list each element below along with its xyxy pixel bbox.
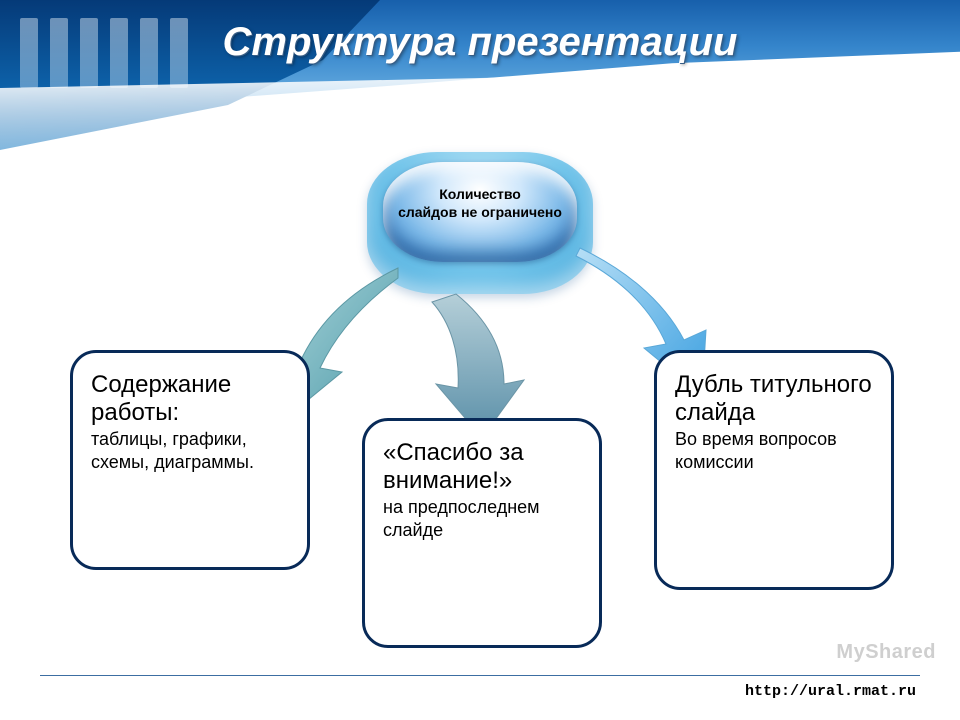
center-label-line2: слайдов не ограничено [398, 204, 562, 220]
box-middle-heading: «Спасибо за внимание!» [383, 439, 583, 494]
center-label-line1: Количество [439, 186, 521, 202]
box-middle-sub: на предпоследнем слайде [383, 496, 583, 541]
footer-rule [40, 675, 920, 676]
box-right-sub: Во время вопросов комиссии [675, 428, 875, 473]
box-middle: «Спасибо за внимание!» на предпоследнем … [362, 418, 602, 648]
box-left: Содержание работы: таблицы, графики, схе… [70, 350, 310, 570]
box-right: Дубль титульного слайда Во время вопросо… [654, 350, 894, 590]
box-right-heading: Дубль титульного слайда [675, 371, 875, 426]
center-label: Количество слайдов не ограничено [367, 186, 593, 221]
slide: Структура презентации Количество слайдов… [0, 0, 960, 720]
slide-title: Структура презентации [0, 20, 960, 65]
box-left-heading: Содержание работы: [91, 371, 291, 426]
footer-url: http://ural.rmat.ru [745, 683, 916, 700]
watermark: MyShared [836, 641, 936, 664]
box-left-sub: таблицы, графики, схемы, диаграммы. [91, 428, 291, 473]
